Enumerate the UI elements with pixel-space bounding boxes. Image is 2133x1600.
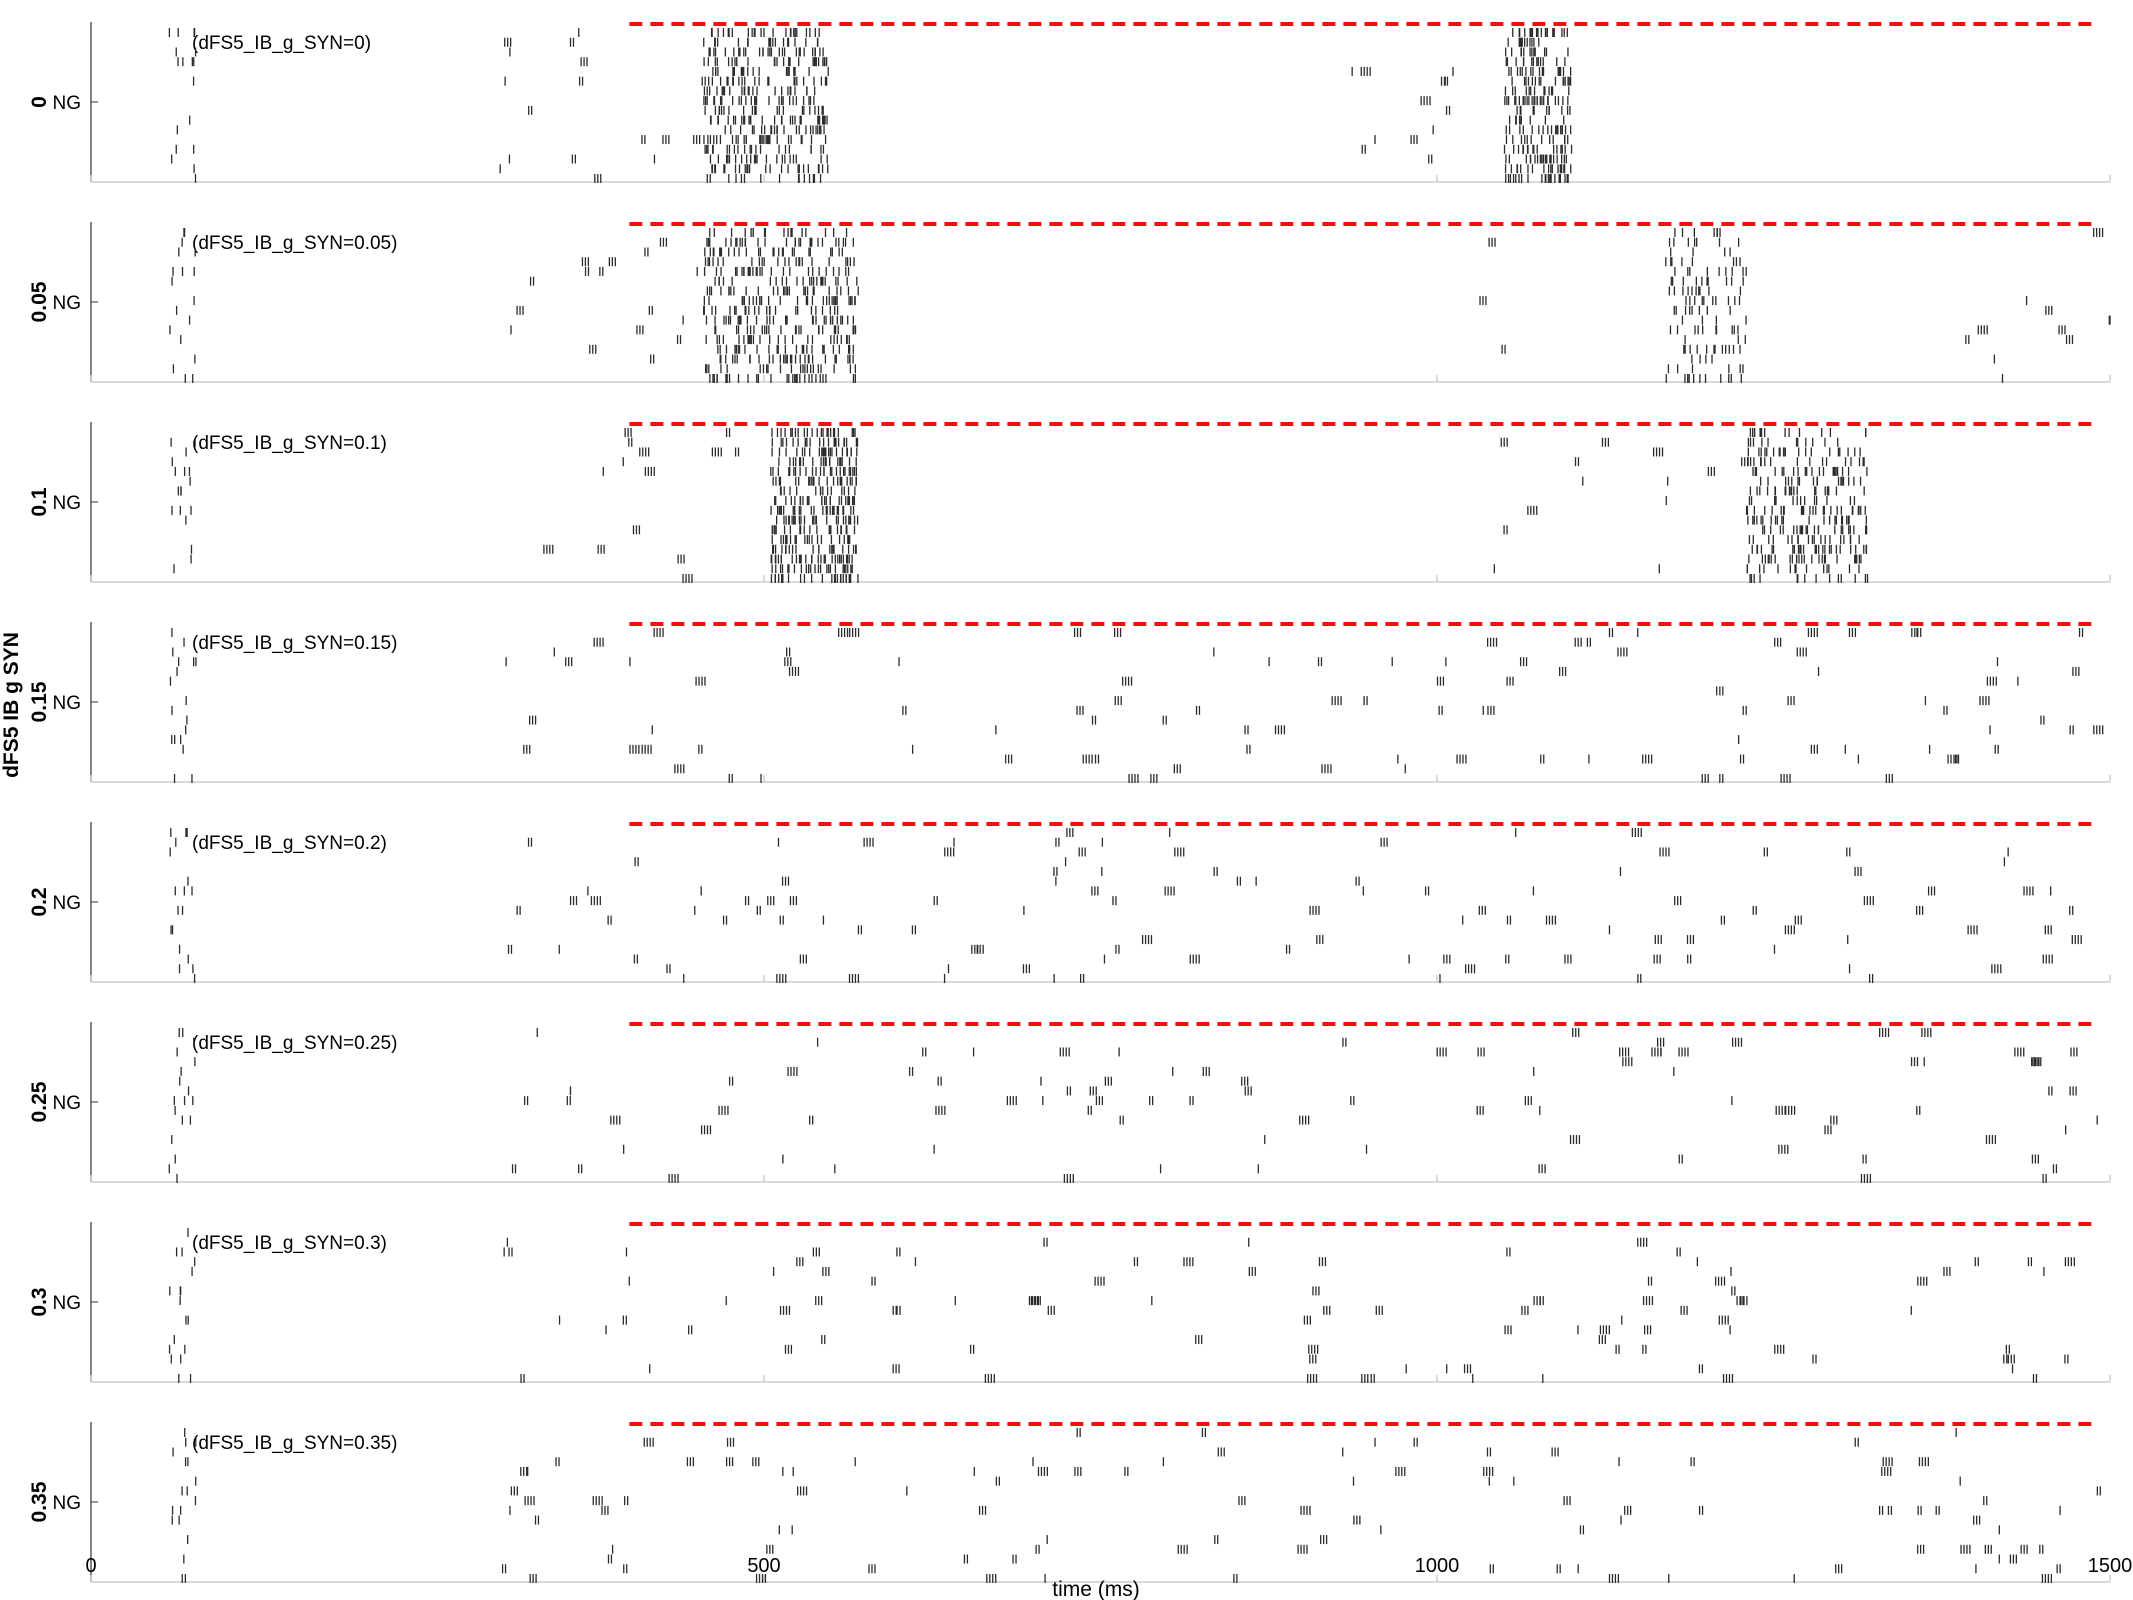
panel-ytick-label: NG xyxy=(53,1493,82,1514)
panel-annotation: (dFS5_IB_g_SYN=0.35) xyxy=(192,1433,397,1454)
panel-parameter-value: 0.2 xyxy=(28,887,51,916)
spike-group xyxy=(168,1228,2075,1383)
panel-annotation: (dFS5_IB_g_SYN=0.15) xyxy=(192,633,397,654)
raster-panel: NG0.05 (dFS5_IB_g_SYN=0.05) xyxy=(28,222,2111,383)
spike-group xyxy=(168,1028,2098,1183)
spike-group xyxy=(169,228,2111,383)
spike-group xyxy=(168,28,1573,183)
panel-annotation: (dFS5_IB_g_SYN=0.05) xyxy=(192,233,397,254)
panel-parameter-value: 0.3 xyxy=(28,1287,51,1316)
panel-ytick-label: NG xyxy=(53,293,82,314)
panel-annotation: (dFS5_IB_g_SYN=0.25) xyxy=(192,1033,397,1054)
raster-panel: NG0.25 (dFS5_IB_g_SYN=0.25) xyxy=(28,1022,2111,1183)
panel-annotation: (dFS5_IB_g_SYN=0.2) xyxy=(192,833,387,854)
x-tick-label: 0 xyxy=(85,1555,96,1577)
panel-annotation: (dFS5_IB_g_SYN=0.1) xyxy=(192,433,387,454)
spike-group xyxy=(169,828,2082,983)
y-axis-label: dFS5 IB g SYN xyxy=(0,632,23,778)
panel-parameter-value: 0.05 xyxy=(28,281,51,322)
x-axis-label: time (ms) xyxy=(1052,1578,1140,1600)
panel-ytick-label: NG xyxy=(53,93,82,114)
panel-ytick-label: NG xyxy=(53,1093,82,1114)
raster-panel: NG0 (dFS5_IB_g_SYN=0) xyxy=(28,22,2111,183)
panel-ytick-label: NG xyxy=(53,493,82,514)
spike-group xyxy=(170,428,1869,583)
x-tick-label: 500 xyxy=(747,1555,780,1577)
panel-ytick-label: NG xyxy=(53,1293,82,1314)
panel-parameter-value: 0.15 xyxy=(28,681,51,722)
panel-parameter-value: 0.25 xyxy=(28,1081,51,1122)
raster-panel: NG0.1 (dFS5_IB_g_SYN=0.1) xyxy=(28,422,2111,583)
raster-panel: NG0.2 (dFS5_IB_g_SYN=0.2) xyxy=(28,822,2111,983)
raster-panel: NG0.3 (dFS5_IB_g_SYN=0.3) xyxy=(28,1222,2111,1383)
x-tick-label: 1000 xyxy=(1415,1555,1460,1577)
panels: NG0(dFS5_IB_g_SYN=0)NG0.05(dFS5_IB_g_SYN… xyxy=(28,22,2111,1583)
raster-panel: NG0.15 (dFS5_IB_g_SYN=0.15) xyxy=(28,622,2111,783)
panel-annotation: (dFS5_IB_g_SYN=0) xyxy=(192,33,371,54)
panel-ytick-label: NG xyxy=(53,693,82,714)
x-tick-label: 1500 xyxy=(2088,1555,2133,1577)
panel-parameter-value: 0.35 xyxy=(28,1481,51,1522)
panel-annotation: (dFS5_IB_g_SYN=0.3) xyxy=(192,1233,387,1254)
x-axis: 0 500 1000 1500 xyxy=(85,1555,2132,1577)
panel-parameter-value: 0 xyxy=(28,96,51,108)
panel-ytick-label: NG xyxy=(53,893,82,914)
spike-group xyxy=(169,628,2104,783)
spike-group xyxy=(171,1428,2101,1583)
raster-panel: NG0.35 (dFS5_IB_g_SYN=0.35) xyxy=(28,1422,2111,1583)
panel-parameter-value: 0.1 xyxy=(28,487,51,517)
